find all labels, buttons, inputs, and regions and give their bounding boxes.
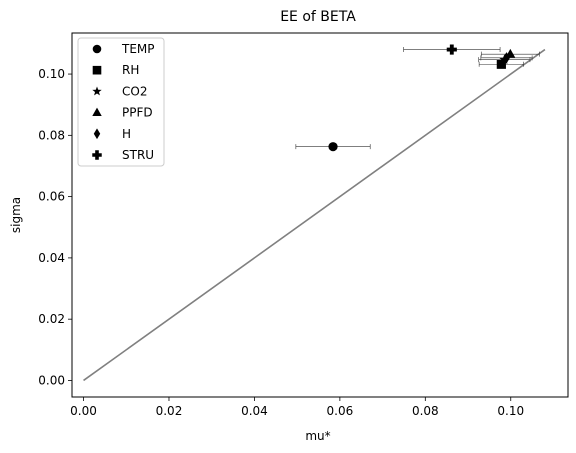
- series-h: [480, 52, 533, 64]
- legend-label-rh: RH: [122, 63, 139, 77]
- legend-label-stru: STRU: [122, 148, 154, 162]
- x-axis-title: mu*: [305, 429, 330, 443]
- series-ppfd: [480, 48, 540, 58]
- legend-marker-ppfd: [92, 107, 102, 117]
- x-tick-label: 0.08: [412, 404, 439, 418]
- x-tick-label: 0.04: [241, 404, 268, 418]
- legend-label-temp: TEMP: [121, 42, 155, 56]
- data-point-stru: [446, 44, 457, 55]
- series-stru: [403, 44, 501, 55]
- y-tick-label: 0.06: [38, 190, 65, 204]
- data-point-temp: [328, 142, 338, 152]
- x-tick-label: 0.02: [156, 404, 183, 418]
- legend-label-co2: CO2: [122, 84, 147, 98]
- y-tick-label: 0.10: [38, 67, 65, 81]
- data-point-h: [503, 52, 510, 64]
- x-tick-label: 0.10: [497, 404, 524, 418]
- legend-marker-rh: [92, 65, 102, 75]
- axes-frame: [71, 32, 569, 398]
- y-tick-label: 0.04: [38, 251, 65, 265]
- legend-marker-co2: [92, 86, 102, 96]
- x-tick-label: 0.06: [327, 404, 354, 418]
- axis-ticks: 0.00 0.02 0.04 0.06 0.08 0.10 0.00 0.02 0.04 0.06…: [38, 67, 524, 418]
- y-tick-label: 0.08: [38, 128, 65, 142]
- legend-marker-stru: [92, 150, 102, 160]
- reference-line: [83, 48, 546, 382]
- x-tick-label: 0.00: [70, 404, 97, 418]
- legend-marker-temp: [92, 44, 102, 54]
- legend: TEMP RH CO2 PPFD H STRU: [77, 37, 165, 167]
- series-temp: [295, 142, 371, 152]
- y-axis-title: sigma: [9, 197, 23, 233]
- legend-marker-h: [93, 128, 101, 140]
- legend-label-ppfd: PPFD: [122, 106, 153, 120]
- legend-box: [77, 37, 165, 167]
- chart-title: EE of BETA: [280, 9, 356, 25]
- y-tick-label: 0.00: [38, 373, 65, 387]
- legend-label-h: H: [122, 127, 131, 141]
- y-tick-label: 0.02: [38, 312, 65, 326]
- series-rh: [478, 59, 524, 69]
- plot-area: [83, 44, 546, 382]
